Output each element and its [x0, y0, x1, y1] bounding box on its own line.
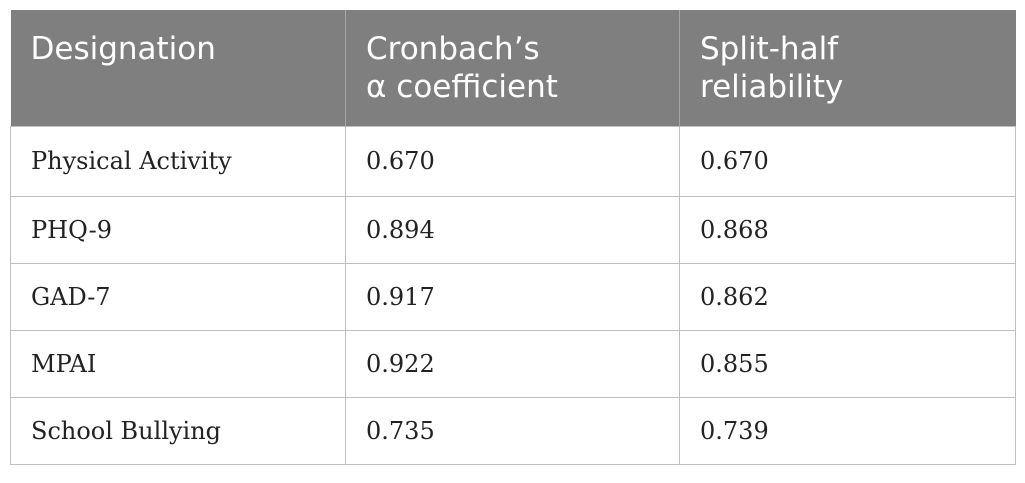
table-body: Physical Activity 0.670 0.670 PHQ-9 0.89…	[10, 125, 1016, 465]
cell-split-half: 0.855	[679, 329, 1016, 398]
cell-split-half: 0.739	[679, 396, 1016, 465]
header-cronbach-alpha: Cronbach’s α coefficient	[345, 10, 680, 126]
header-cronbach-line1: Cronbach’s	[366, 31, 540, 67]
cell-split-half: 0.868	[679, 195, 1016, 264]
cell-cronbach-alpha: 0.894	[345, 195, 680, 264]
header-split-half-line1: Split-half	[700, 31, 839, 67]
header-row: Designation Cronbach’s α coefficient Spl…	[10, 10, 1016, 126]
cell-designation: School Bullying	[10, 396, 346, 465]
table-row: MPAI 0.922 0.855	[10, 329, 1016, 398]
header-designation-line1: Designation	[30, 31, 216, 67]
cell-cronbach-alpha: 0.735	[345, 396, 680, 465]
table-header: Designation Cronbach’s α coefficient Spl…	[10, 10, 1016, 126]
header-designation: Designation	[10, 10, 346, 126]
reliability-table-container: Designation Cronbach’s α coefficient Spl…	[10, 10, 1016, 465]
reliability-table: Designation Cronbach’s α coefficient Spl…	[10, 10, 1016, 465]
header-split-half: Split-half reliability	[679, 10, 1016, 126]
cell-split-half: 0.862	[679, 262, 1016, 331]
cell-cronbach-alpha: 0.670	[345, 125, 680, 197]
cell-designation: GAD-7	[10, 262, 346, 331]
cell-split-half: 0.670	[679, 125, 1016, 197]
table-row: GAD-7 0.917 0.862	[10, 262, 1016, 331]
cell-designation: MPAI	[10, 329, 346, 398]
cell-designation: PHQ-9	[10, 195, 346, 264]
table-row: School Bullying 0.735 0.739	[10, 396, 1016, 465]
cell-cronbach-alpha: 0.917	[345, 262, 680, 331]
table-row: Physical Activity 0.670 0.670	[10, 125, 1016, 197]
header-cronbach-line2: α coefficient	[366, 69, 558, 105]
header-split-half-line2: reliability	[700, 69, 844, 105]
table-row: PHQ-9 0.894 0.868	[10, 195, 1016, 264]
cell-cronbach-alpha: 0.922	[345, 329, 680, 398]
cell-designation: Physical Activity	[10, 125, 346, 197]
